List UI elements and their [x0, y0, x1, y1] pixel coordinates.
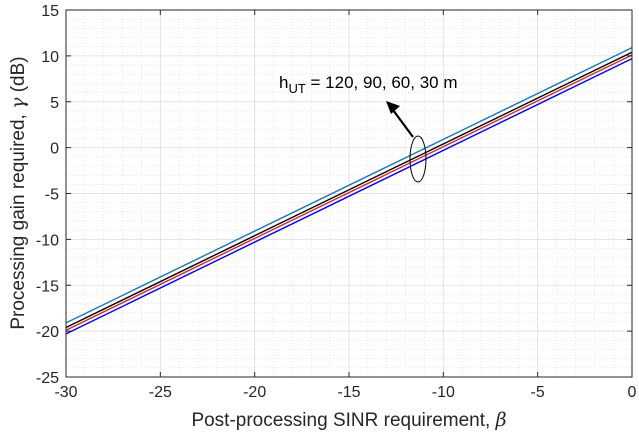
series-line-4 [65, 57, 633, 335]
y-tick-label: 10 [41, 49, 59, 66]
y-tick-label: -5 [45, 187, 59, 204]
x-tick-label: -10 [432, 384, 455, 401]
y-tick-label: -20 [36, 324, 59, 341]
x-axis-label-text: Post-processing SINR requirement, [191, 410, 495, 431]
y-tick-label: 5 [50, 95, 59, 112]
annotation-text: = 120, 90, 60, 30 m [306, 73, 458, 92]
y-axis-label: Processing gain required, γ (dB) [7, 56, 29, 329]
x-tick-label: -15 [337, 384, 360, 401]
y-axis-label-text: Processing gain required, [8, 109, 29, 330]
y-tick-label: 15 [41, 3, 59, 20]
x-axis-label: Post-processing SINR requirement, β [191, 409, 506, 431]
annotation-ellipse [409, 135, 427, 183]
y-tick-label: -15 [36, 278, 59, 295]
annotation-label: hUT = 120, 90, 60, 30 m [279, 73, 458, 96]
y-tick-label: -10 [36, 232, 59, 249]
x-tick-labels: -30 -25 -20 -15 -10 -5 0 [54, 384, 636, 401]
x-tick-label: -5 [531, 384, 545, 401]
y-tick-labels: -25 -20 -15 -10 -5 0 5 10 15 [36, 3, 59, 387]
annotation-prefix: h [279, 73, 288, 92]
x-tick-label: 0 [628, 384, 637, 401]
axis-ticks [65, 9, 633, 378]
y-tick-label: -25 [36, 370, 59, 387]
series-line-1 [65, 46, 633, 324]
series-line-2 [65, 51, 633, 329]
series-line-3 [65, 54, 633, 331]
annotation-subscript: UT [288, 81, 305, 96]
series-layer [65, 46, 633, 335]
y-tick-label: 0 [50, 141, 59, 158]
x-tick-label: -30 [54, 384, 77, 401]
x-tick-label: -25 [149, 384, 172, 401]
y-axis-symbol: γ [7, 97, 29, 109]
annotation-arrow-head [386, 101, 400, 114]
x-tick-label: -20 [243, 384, 266, 401]
x-axis-symbol: β [495, 409, 507, 431]
annotation-arrow-shaft [392, 109, 414, 138]
y-axis-unit: (dB) [8, 56, 29, 97]
